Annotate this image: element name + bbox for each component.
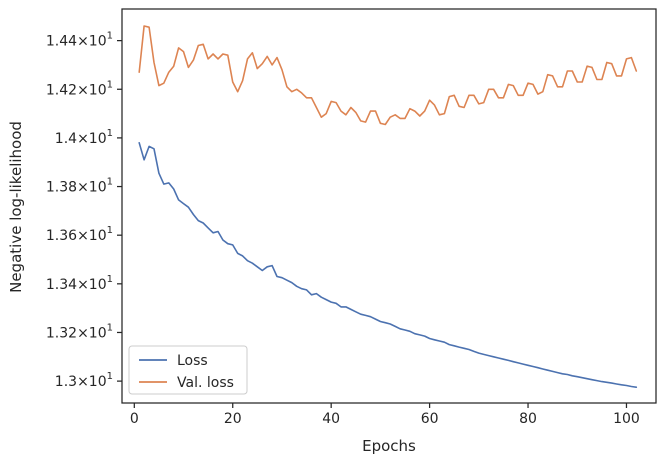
x-tick-label: 20 xyxy=(224,411,242,427)
x-tick-label: 40 xyxy=(322,411,340,427)
y-tick-base: 10 xyxy=(89,325,107,341)
y-tick-base: 10 xyxy=(89,131,107,147)
y-tick-label: 1.4×101 xyxy=(55,128,113,147)
y-tick-mantissa: 1.36 xyxy=(46,228,77,244)
y-tick-exponent: 1 xyxy=(107,177,113,188)
y-tick-times-sign: × xyxy=(77,131,89,147)
y-tick-label: 1.42×101 xyxy=(46,79,113,98)
x-axis: 0 20 40 60 80 100 xyxy=(130,403,640,427)
y-tick-base: 10 xyxy=(89,82,107,98)
x-tick-label: 60 xyxy=(421,411,439,427)
y-tick-mantissa: 1.34 xyxy=(46,277,77,293)
y-tick-times-sign: × xyxy=(77,325,89,341)
y-tick-times-sign: × xyxy=(77,277,89,293)
series-lines xyxy=(138,25,638,389)
y-tick-base: 10 xyxy=(89,34,107,50)
legend-label: Loss xyxy=(177,353,208,369)
y-tick-times-sign: × xyxy=(77,180,89,196)
x-tick-label: 80 xyxy=(519,411,537,427)
y-tick-times-sign: × xyxy=(77,34,89,50)
y-tick-exponent: 1 xyxy=(107,225,113,236)
legend-label: Val. loss xyxy=(177,375,234,391)
y-tick-mantissa: 1.32 xyxy=(46,325,77,341)
y-tick-base: 10 xyxy=(89,277,107,293)
y-tick-mantissa: 1.38 xyxy=(46,180,77,196)
y-axis-label: Negative log-likelihood xyxy=(7,121,25,293)
y-tick-label: 1.32×101 xyxy=(46,322,113,341)
y-tick-exponent: 1 xyxy=(107,274,113,285)
y-tick-times-sign: × xyxy=(77,374,89,390)
y-tick-label: 1.38×101 xyxy=(46,177,113,196)
y-tick-label: 1.36×101 xyxy=(46,225,113,244)
y-tick-label: 1.44×101 xyxy=(46,31,113,50)
y-tick-mantissa: 1.4 xyxy=(55,131,77,147)
y-tick-times-sign: × xyxy=(77,82,89,98)
series-line-val-loss xyxy=(138,25,638,126)
series-line-loss xyxy=(138,142,638,389)
y-tick-exponent: 1 xyxy=(107,31,113,42)
legend: Loss Val. loss xyxy=(128,345,248,395)
y-tick-mantissa: 1.42 xyxy=(46,82,77,98)
y-tick-exponent: 1 xyxy=(107,322,113,333)
y-tick-label: 1.3×101 xyxy=(55,371,113,390)
y-tick-exponent: 1 xyxy=(107,128,113,139)
y-tick-base: 10 xyxy=(89,180,107,196)
y-tick-exponent: 1 xyxy=(107,371,113,382)
y-tick-mantissa: 1.44 xyxy=(46,34,77,50)
y-tick-label: 1.34×101 xyxy=(46,274,113,293)
y-tick-mantissa: 1.3 xyxy=(55,374,77,390)
y-tick-times-sign: × xyxy=(77,228,89,244)
y-tick-base: 10 xyxy=(89,228,107,244)
x-axis-label: Epochs xyxy=(362,437,416,455)
plot-area xyxy=(121,8,657,404)
axes-frame xyxy=(121,8,657,404)
y-tick-exponent: 1 xyxy=(107,79,113,90)
x-tick-label: 0 xyxy=(130,411,139,427)
x-tick-label: 100 xyxy=(613,411,640,427)
y-tick-base: 10 xyxy=(89,374,107,390)
y-axis: 1.3×1011.32×1011.34×1011.36×1011.38×1011… xyxy=(46,31,122,390)
